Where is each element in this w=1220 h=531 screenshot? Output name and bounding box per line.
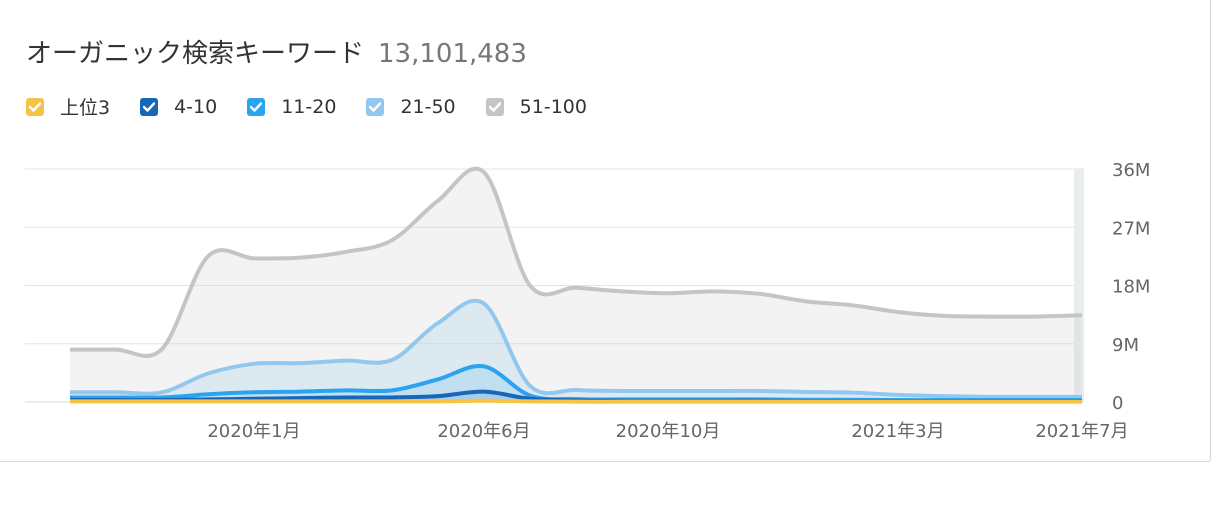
legend-item-11-20[interactable]: 11-20 xyxy=(247,96,336,118)
check-icon[interactable] xyxy=(247,97,266,116)
y-tick-label: 0 xyxy=(1112,393,1123,414)
chart-title: オーガニック検索キーワード xyxy=(26,39,365,69)
x-tick-label: 2021年3月 xyxy=(851,421,944,442)
check-icon[interactable] xyxy=(366,97,385,116)
y-tick-label: 9M xyxy=(1112,335,1139,356)
title-row: オーガニック検索キーワード 13,101,483 xyxy=(26,33,527,70)
y-tick-label: 36M xyxy=(1112,160,1149,181)
check-icon[interactable] xyxy=(140,97,159,116)
series-line-21-50 xyxy=(70,298,1082,399)
legend-label: 51-100 xyxy=(519,95,587,118)
legend-label: 上位3 xyxy=(60,97,111,119)
hover-band xyxy=(1074,169,1084,402)
legend-label: 21-50 xyxy=(400,95,456,118)
x-tick-label: 2020年6月 xyxy=(437,421,530,442)
check-icon[interactable] xyxy=(485,97,504,116)
series-line-上位3 xyxy=(70,398,1082,404)
x-tick-label: 2020年1月 xyxy=(207,421,300,442)
y-tick-label: 27M xyxy=(1112,218,1149,239)
legend-label: 4-10 xyxy=(174,95,218,118)
legend-item-21-50[interactable]: 21-50 xyxy=(366,95,456,118)
keywords-area-chart: 0 9M 18M 27M 36M 2020年1月 2020年6月 2020年10月 2021年3… xyxy=(25,160,1149,442)
plot-area xyxy=(69,166,1083,404)
y-tick-label: 18M xyxy=(1112,277,1149,298)
series-line-51-100 xyxy=(69,166,1083,358)
legend-item-4-10[interactable]: 4-10 xyxy=(140,96,217,118)
keyword-total: 13,101,483 xyxy=(378,39,527,69)
legend-item-51-100[interactable]: 51-100 xyxy=(485,95,587,118)
legend-label: 11-20 xyxy=(281,95,337,118)
organic-keywords-card: オーガニック検索キーワード 13,101,483 上位3 4-10 11-20 21-… xyxy=(0,0,1211,462)
check-icon[interactable] xyxy=(26,97,44,116)
x-tick-label: 2021年7月 xyxy=(1035,421,1128,442)
series-area-51-100 xyxy=(70,168,1082,402)
legend: 上位3 4-10 11-20 21-50 51-100 xyxy=(26,93,617,120)
series-area-11-20 xyxy=(70,366,1082,402)
x-tick-label: 2020年10月 xyxy=(616,421,721,442)
series-area-21-50 xyxy=(70,300,1082,402)
legend-item-上位3[interactable]: 上位3 xyxy=(26,93,110,120)
